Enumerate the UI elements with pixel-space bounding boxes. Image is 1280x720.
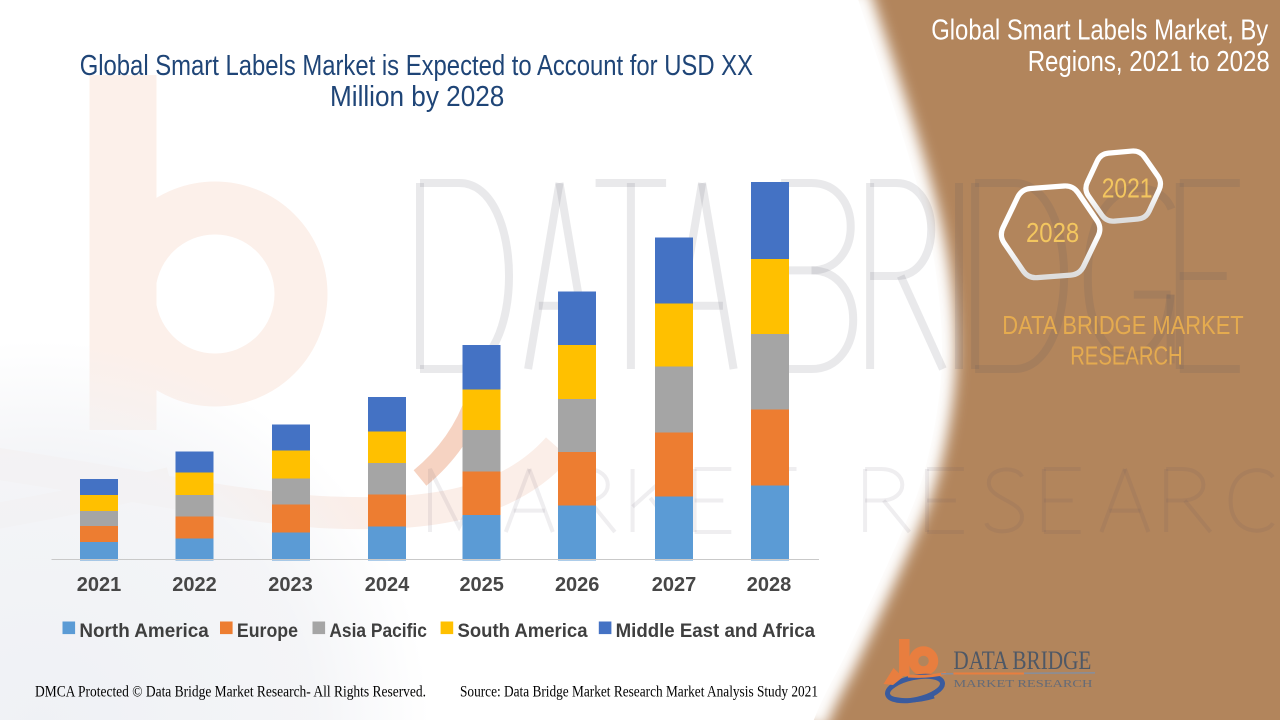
svg-text:Regions, 2021 to 2028: Regions, 2021 to 2028 (1028, 46, 1270, 78)
svg-text:2026: 2026 (555, 574, 600, 596)
svg-text:Asia Pacific: Asia Pacific (329, 621, 427, 642)
svg-text:2025: 2025 (459, 574, 504, 596)
svg-text:DMCA Protected © Data Bridge M: DMCA Protected © Data Bridge Market Rese… (35, 684, 426, 701)
svg-text:2022: 2022 (172, 574, 217, 596)
svg-text:Million by 2028: Million by 2028 (330, 81, 504, 113)
svg-text:South America: South America (458, 621, 588, 642)
svg-text:Middle East and Africa: Middle East and Africa (616, 621, 816, 642)
svg-text:DATA BRIDGE MARKET: DATA BRIDGE MARKET (1002, 310, 1243, 340)
svg-text:DATA BRIDGE: DATA BRIDGE (953, 646, 1091, 675)
svg-text:2024: 2024 (365, 574, 410, 596)
svg-text:2027: 2027 (652, 574, 697, 596)
svg-text:RESEARCH: RESEARCH (1070, 341, 1183, 371)
svg-text:Global Smart Labels Market, By: Global Smart Labels Market, By (931, 15, 1269, 47)
svg-text:2021: 2021 (77, 574, 122, 596)
svg-text:2028: 2028 (1026, 217, 1079, 248)
svg-text:2023: 2023 (268, 574, 313, 596)
svg-text:2028: 2028 (747, 574, 792, 596)
svg-text:MARKET RESEARCH: MARKET RESEARCH (953, 679, 1092, 690)
svg-text:2021: 2021 (1102, 172, 1153, 203)
svg-text:North America: North America (79, 621, 209, 642)
svg-text:Global Smart Labels Market is: Global Smart Labels Market is Expected t… (80, 50, 753, 82)
svg-text:Source: Data Bridge Market Res: Source: Data Bridge Market Research Mark… (460, 684, 818, 701)
svg-text:Europe: Europe (237, 621, 298, 642)
